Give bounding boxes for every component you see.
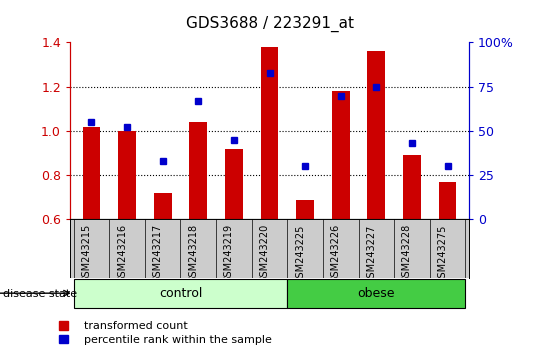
Text: obese: obese	[357, 287, 395, 300]
Bar	[296, 200, 314, 352]
Bar	[82, 126, 100, 352]
Bar	[332, 91, 350, 352]
Bar	[403, 155, 421, 352]
Text: GDS3688 / 223291_at: GDS3688 / 223291_at	[185, 16, 354, 32]
Text: GSM243226: GSM243226	[331, 224, 341, 284]
Text: GSM243275: GSM243275	[438, 224, 447, 284]
Bar	[154, 193, 171, 352]
Text: GSM243219: GSM243219	[224, 224, 234, 283]
Text: GSM243220: GSM243220	[259, 224, 270, 284]
Text: GSM243225: GSM243225	[295, 224, 305, 284]
Bar	[368, 51, 385, 352]
Text: GSM243228: GSM243228	[402, 224, 412, 284]
Legend:   transformed count,   percentile rank within the sample: transformed count, percentile rank withi…	[59, 321, 272, 345]
Text: GSM243217: GSM243217	[153, 224, 163, 284]
Bar	[225, 149, 243, 352]
Bar	[118, 131, 136, 352]
Bar	[287, 280, 465, 308]
Bar	[439, 182, 457, 352]
Text: GSM243216: GSM243216	[117, 224, 127, 283]
Bar	[74, 280, 287, 308]
Text: GSM243227: GSM243227	[367, 224, 376, 284]
Text: control: control	[159, 287, 202, 300]
Bar	[260, 47, 279, 352]
Text: disease state: disease state	[3, 289, 77, 299]
Bar	[189, 122, 207, 352]
Text: GSM243215: GSM243215	[81, 224, 92, 284]
Text: GSM243218: GSM243218	[188, 224, 198, 283]
